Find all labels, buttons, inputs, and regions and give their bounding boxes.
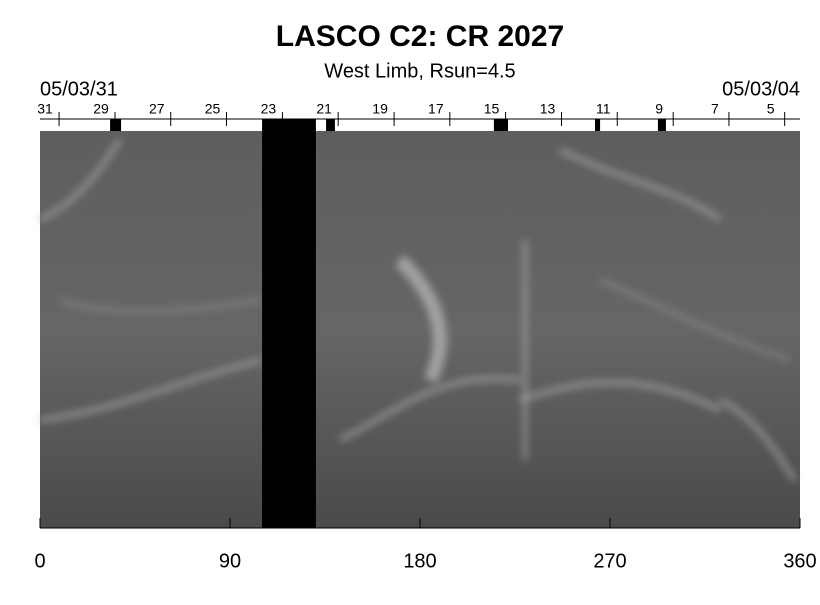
gap-marker	[326, 119, 335, 131]
data-gap	[262, 119, 316, 528]
gap-marker	[595, 119, 601, 131]
gap-marker	[110, 119, 122, 131]
chart-title: LASCO C2: CR 2027	[276, 20, 564, 53]
top-tick-label: 13	[540, 101, 556, 117]
x-tick-label: 90	[219, 550, 241, 572]
top-tick-label: 7	[711, 101, 719, 117]
top-tick-label: 5	[767, 101, 775, 117]
top-tick-label: 27	[149, 101, 165, 117]
top-tick-label: 29	[93, 101, 109, 117]
x-tick-label: 0	[34, 550, 45, 572]
start-date: 05/03/31	[40, 78, 118, 100]
x-tick-label: 180	[403, 550, 436, 572]
top-tick-label: 31	[37, 101, 53, 117]
end-date: 05/03/04	[722, 78, 800, 100]
top-tick-label: 17	[428, 101, 444, 117]
top-tick-label: 11	[596, 101, 611, 117]
x-tick-label: 270	[593, 550, 626, 572]
x-tick-label: 360	[783, 550, 816, 572]
top-tick-label: 23	[261, 101, 277, 117]
gap-marker	[657, 119, 666, 131]
gap-marker	[493, 119, 509, 131]
top-tick-label: 19	[372, 101, 388, 117]
map-image	[38, 131, 800, 528]
top-tick-label: 15	[484, 101, 500, 117]
chart-subtitle: West Limb, Rsun=4.5	[324, 60, 515, 82]
map-streaks	[38, 138, 798, 482]
top-tick-label: 25	[205, 101, 221, 117]
map-background	[40, 131, 800, 528]
top-tick-label: 21	[316, 101, 332, 117]
top-tick-label: 9	[655, 101, 663, 117]
